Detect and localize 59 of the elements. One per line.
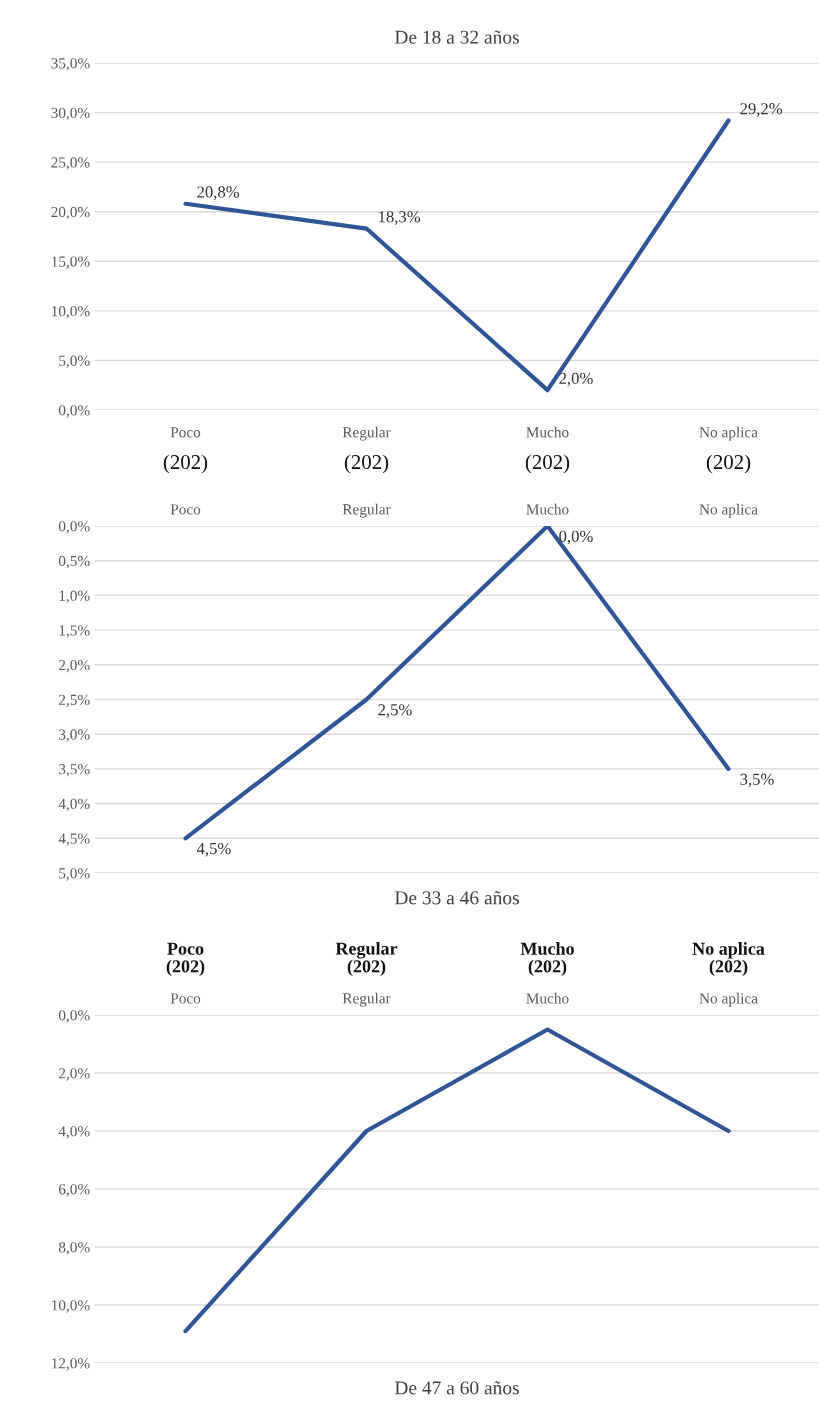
- y-tick-label: 0,0%: [58, 521, 90, 534]
- data-label: 2,5%: [378, 704, 412, 718]
- text: (202): [706, 454, 751, 474]
- y-tick-label: 5,0%: [59, 355, 90, 369]
- line-series: [183, 526, 731, 841]
- data-label: 4,5%: [196, 842, 231, 857]
- y-tick-label: 4,0%: [58, 1126, 90, 1139]
- text: Regular (202): [335, 941, 398, 977]
- y-tick-label: 6,0%: [58, 1184, 90, 1197]
- text: (202): [344, 454, 389, 474]
- text: De 33 a 46 años: [394, 891, 519, 905]
- x-tick-label: Mucho: [526, 503, 569, 515]
- y-tick-label: 10,0%: [52, 1300, 90, 1313]
- y-tick-label: 1,0%: [59, 590, 90, 604]
- y-tick-label: 0,5%: [58, 555, 90, 569]
- y-tick-label: 0,0%: [58, 1010, 90, 1023]
- data-label: 2,0%: [559, 372, 593, 387]
- y-tick-label: 5,0%: [59, 868, 90, 881]
- data-label: 18,3%: [379, 211, 421, 225]
- y-tick-label: 2,5%: [58, 694, 90, 708]
- y-tick-label: 4,0%: [58, 798, 90, 812]
- x-tick-label: Poco: [170, 504, 201, 515]
- x-tick-label: No aplica: [699, 992, 758, 1007]
- x-tick-label: No aplica: [699, 503, 758, 518]
- text: (202): [525, 454, 570, 474]
- text: De 47 a 60 años: [394, 1381, 519, 1395]
- y-tick-label: 12,0%: [52, 1358, 90, 1371]
- y-tick-label: 35,0%: [51, 58, 90, 71]
- y-tick-label: 4,5%: [58, 833, 90, 846]
- y-tick-label: 3,5%: [59, 764, 90, 777]
- x-tick-label: Poco: [170, 427, 201, 438]
- x-tick-label: Regular: [342, 992, 391, 1007]
- y-tick-label: 25,0%: [51, 157, 90, 170]
- y-tick-label: 10,0%: [52, 306, 90, 319]
- x-tick-label: Mucho: [526, 426, 569, 438]
- y-tick-label: 3,0%: [59, 729, 90, 742]
- text: Poco (202): [166, 942, 205, 977]
- x-tick-label: No aplica: [699, 426, 758, 441]
- y-tick-label: 30,0%: [51, 107, 90, 121]
- text: (202): [163, 454, 208, 474]
- y-tick-label: 1,5%: [59, 625, 90, 638]
- data-label: 20,8%: [197, 186, 240, 201]
- y-tick-label: 20,0%: [51, 206, 90, 220]
- x-tick-label: Regular: [342, 426, 391, 441]
- y-tick-label: 15,0%: [52, 256, 90, 269]
- data-label: 3,5%: [740, 773, 774, 788]
- x-tick-label: Mucho: [526, 992, 569, 1004]
- x-tick-label: Regular: [342, 503, 391, 518]
- text: No aplica (202): [692, 942, 765, 977]
- chart-title: De 18 a 32 años: [394, 30, 519, 44]
- y-tick-label: 8,0%: [58, 1242, 90, 1255]
- line-series: [183, 118, 731, 393]
- y-tick-label: 0,0%: [58, 405, 90, 418]
- text: Mucho (202): [520, 942, 574, 977]
- y-tick-label: 2,0%: [58, 659, 90, 673]
- x-tick-label: Poco: [170, 993, 201, 1004]
- data-label: 0,0%: [559, 530, 593, 545]
- y-tick-label: 2,0%: [58, 1068, 90, 1081]
- data-label: 29,2%: [740, 103, 783, 117]
